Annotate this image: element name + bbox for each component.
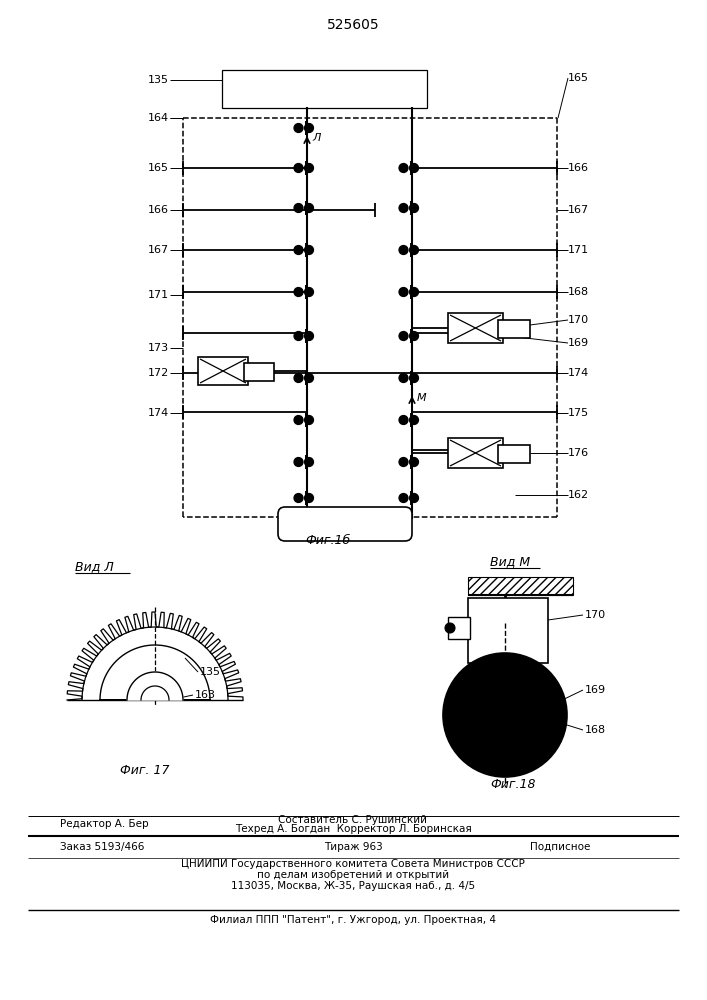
Text: 168: 168: [568, 287, 589, 297]
Circle shape: [445, 623, 455, 633]
Circle shape: [409, 163, 419, 172]
Circle shape: [492, 702, 518, 728]
Circle shape: [409, 493, 419, 502]
Text: 171: 171: [568, 245, 589, 255]
Circle shape: [294, 245, 303, 254]
Circle shape: [294, 204, 303, 213]
Circle shape: [294, 458, 303, 466]
Text: 163: 163: [195, 690, 216, 700]
Circle shape: [409, 288, 419, 296]
Text: 165: 165: [568, 73, 589, 83]
Circle shape: [294, 123, 303, 132]
Circle shape: [305, 458, 313, 466]
Circle shape: [305, 493, 313, 502]
Circle shape: [409, 332, 419, 340]
Circle shape: [409, 458, 419, 466]
Circle shape: [399, 416, 408, 424]
Text: Л: Л: [312, 133, 320, 143]
Text: 175: 175: [568, 408, 589, 418]
Circle shape: [294, 332, 303, 340]
Bar: [498, 445, 530, 463]
Text: Заказ 5193/466: Заказ 5193/466: [60, 842, 144, 852]
Text: 169: 169: [568, 338, 589, 348]
Polygon shape: [127, 672, 183, 700]
Circle shape: [305, 332, 313, 340]
Circle shape: [399, 204, 408, 213]
Text: 164: 164: [148, 113, 169, 123]
Text: Фиг.1б: Фиг.1б: [305, 534, 350, 546]
Bar: [198, 357, 248, 385]
Circle shape: [305, 163, 313, 172]
Circle shape: [294, 163, 303, 172]
Bar: [498, 320, 530, 338]
Text: 162: 162: [568, 490, 589, 500]
Text: Фиг.18: Фиг.18: [490, 778, 535, 792]
Bar: [448, 313, 503, 343]
Text: Филиал ППП "Патент", г. Ужгород, ул. Проектная, 4: Филиал ППП "Патент", г. Ужгород, ул. Про…: [210, 915, 496, 925]
Text: 172: 172: [148, 368, 169, 378]
Text: 173: 173: [148, 343, 169, 353]
Text: 135: 135: [200, 667, 221, 677]
Circle shape: [305, 204, 313, 213]
Bar: [448, 438, 503, 468]
Text: 168: 168: [585, 725, 606, 735]
Circle shape: [305, 123, 313, 132]
Text: 166: 166: [148, 205, 169, 215]
Text: 174: 174: [568, 368, 589, 378]
Text: М: М: [417, 393, 426, 403]
Circle shape: [305, 245, 313, 254]
Circle shape: [305, 288, 313, 296]
Bar: [222, 70, 427, 108]
Text: 171: 171: [148, 290, 169, 300]
Text: 166: 166: [568, 163, 589, 173]
Bar: [244, 363, 274, 381]
Circle shape: [294, 288, 303, 296]
Text: Техред А. Богдан  Корректор Л. Боринская: Техред А. Богдан Корректор Л. Боринская: [235, 824, 472, 834]
Circle shape: [409, 416, 419, 424]
Text: 170: 170: [585, 610, 606, 620]
Circle shape: [399, 332, 408, 340]
FancyBboxPatch shape: [278, 507, 412, 541]
Circle shape: [399, 458, 408, 466]
Bar: [468, 598, 548, 663]
Circle shape: [409, 245, 419, 254]
Circle shape: [294, 416, 303, 424]
Text: Тираж 963: Тираж 963: [324, 842, 382, 852]
Text: 174: 174: [148, 408, 169, 418]
Circle shape: [305, 373, 313, 382]
Text: 135: 135: [148, 75, 169, 85]
Circle shape: [294, 373, 303, 382]
Text: 165: 165: [148, 163, 169, 173]
Text: Составитель С. Рушинский: Составитель С. Рушинский: [279, 815, 428, 825]
Circle shape: [399, 163, 408, 172]
Text: Вид М: Вид М: [490, 556, 530, 568]
Text: ЦНИИПИ Государственного комитета Совета Министров СССР: ЦНИИПИ Государственного комитета Совета …: [181, 859, 525, 869]
Text: 170: 170: [568, 315, 589, 325]
Text: Подписное: Подписное: [530, 842, 590, 852]
Text: 176: 176: [568, 448, 589, 458]
Text: Фиг. 17: Фиг. 17: [120, 764, 170, 776]
Text: 169: 169: [585, 685, 606, 695]
Circle shape: [399, 288, 408, 296]
Text: 113035, Москва, Ж-35, Раушская наб., д. 4/5: 113035, Москва, Ж-35, Раушская наб., д. …: [231, 881, 475, 891]
Circle shape: [443, 653, 567, 777]
Circle shape: [409, 373, 419, 382]
Text: 525605: 525605: [327, 18, 380, 32]
Circle shape: [294, 493, 303, 502]
Text: по делам изобретений и открытий: по делам изобретений и открытий: [257, 870, 449, 880]
Text: 167: 167: [568, 205, 589, 215]
Circle shape: [409, 204, 419, 213]
Polygon shape: [100, 645, 210, 700]
Circle shape: [305, 416, 313, 424]
Text: 167: 167: [148, 245, 169, 255]
Text: Редактор А. Бер: Редактор А. Бер: [60, 819, 148, 829]
Circle shape: [546, 698, 556, 708]
Circle shape: [399, 373, 408, 382]
Circle shape: [399, 245, 408, 254]
Text: Вид Л: Вид Л: [75, 560, 114, 574]
Circle shape: [399, 493, 408, 502]
Bar: [468, 577, 573, 595]
Bar: [448, 617, 470, 639]
